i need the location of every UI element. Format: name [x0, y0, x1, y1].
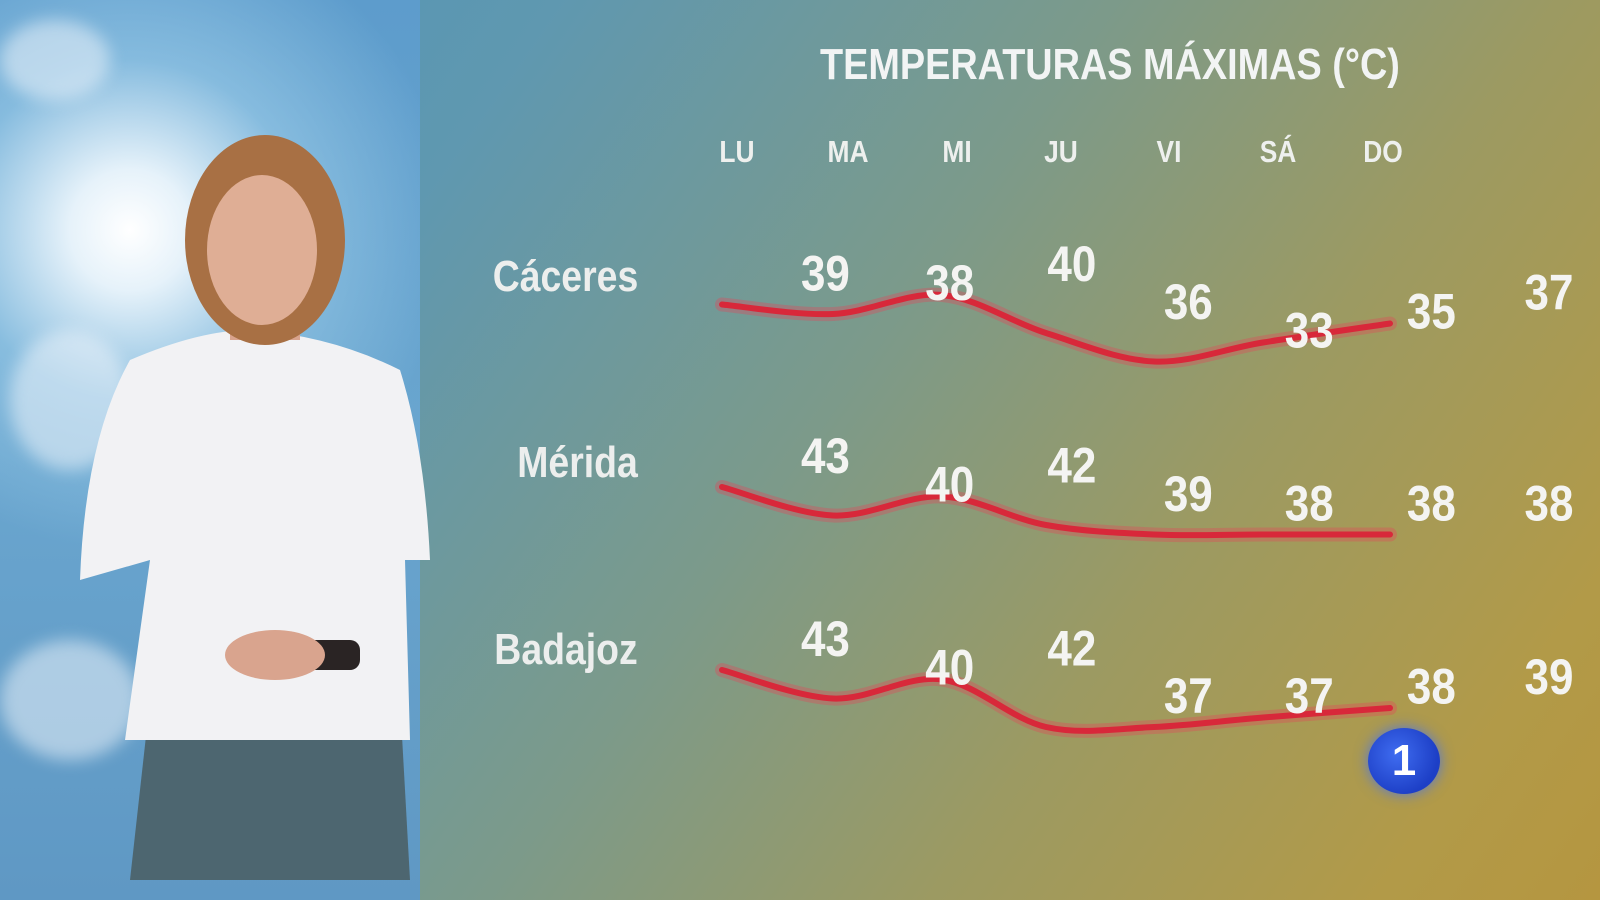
day-label: JU — [1044, 134, 1078, 169]
day-label: SÁ — [1259, 134, 1297, 169]
data-label: 40 — [925, 456, 974, 512]
data-label: 42 — [1047, 437, 1096, 493]
data-label: 39 — [801, 245, 850, 301]
data-label: 42 — [1047, 620, 1096, 676]
data-label: 43 — [801, 427, 850, 483]
city-label: Badajoz — [494, 625, 638, 674]
data-label: 36 — [1164, 273, 1213, 329]
data-label: 43 — [801, 610, 850, 666]
city-label: Mérida — [517, 438, 638, 487]
city-label: Cáceres — [492, 252, 638, 301]
cloud — [0, 640, 140, 760]
day-label: MA — [827, 134, 869, 169]
series-line — [719, 291, 1393, 365]
day-label: DO — [1363, 134, 1403, 169]
data-label: 38 — [1524, 475, 1573, 531]
data-label: 38 — [925, 254, 974, 310]
data-label: 39 — [1524, 648, 1573, 704]
tve-la1-logo: 1 — [1368, 728, 1440, 794]
day-label: LU — [719, 134, 755, 169]
data-label: 33 — [1285, 302, 1334, 358]
data-label: 40 — [1047, 235, 1096, 291]
data-label: 39 — [1164, 465, 1213, 521]
data-label: 38 — [1407, 658, 1456, 714]
data-label: 38 — [1285, 475, 1334, 531]
data-label: 35 — [1407, 283, 1456, 339]
cloud — [0, 20, 110, 100]
data-label: 40 — [925, 639, 974, 695]
data-label: 37 — [1164, 667, 1213, 723]
data-label: 37 — [1285, 667, 1334, 723]
series-line — [719, 667, 1393, 734]
day-label: MI — [942, 134, 972, 169]
day-label: VI — [1156, 134, 1182, 169]
series-line — [719, 484, 1393, 539]
data-label: 37 — [1524, 264, 1573, 320]
chart-title: TEMPERATURAS MÁXIMAS (°C) — [820, 40, 1400, 89]
data-label: 38 — [1407, 475, 1456, 531]
presenter — [80, 135, 430, 880]
